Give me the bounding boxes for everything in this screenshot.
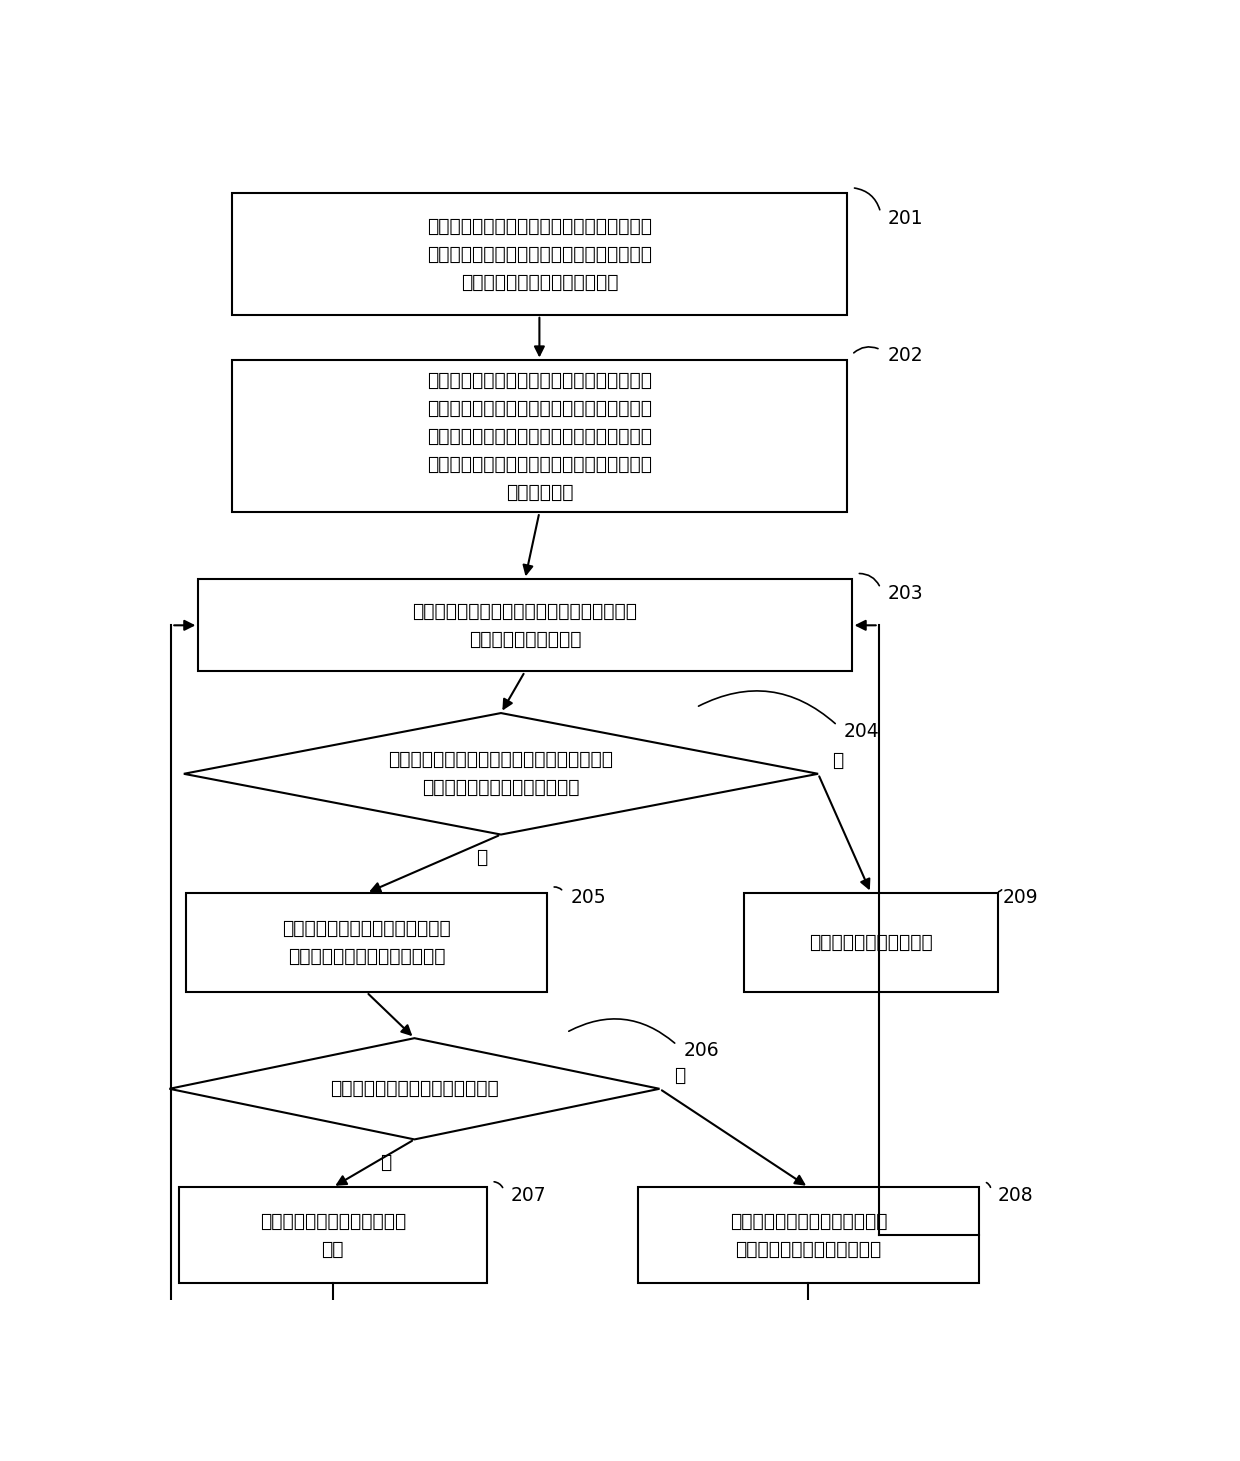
FancyBboxPatch shape xyxy=(186,893,547,992)
Text: 获取预设开度与预设开度调整量的
和值，将该和值作为更新后开度: 获取预设开度与预设开度调整量的 和值，将该和值作为更新后开度 xyxy=(281,919,451,966)
Text: 控制节流元件以预设开度进行
节流: 控制节流元件以预设开度进行 节流 xyxy=(259,1211,405,1258)
Text: 207: 207 xyxy=(511,1186,546,1205)
Text: 201: 201 xyxy=(888,209,923,228)
Text: 在第一预设时长后，获取回水温度或出水温度
与冷媒液管温度的差值: 在第一预设时长后，获取回水温度或出水温度 与冷媒液管温度的差值 xyxy=(413,602,637,649)
Text: 209: 209 xyxy=(1003,888,1038,907)
Text: 当回水温度或出水温度与冷媒液管温度的差值
大于或等于第一预设阈值，且节流元件的关闭
时长大于或等于第二预设阈值时，控制地暖用
水模块的水泵开启，同时控制节流元件: 当回水温度或出水温度与冷媒液管温度的差值 大于或等于第一预设阈值，且节流元件的关… xyxy=(427,371,652,501)
Text: 是: 是 xyxy=(476,847,487,866)
Text: 获取地暖用水模块的回水温度或出水温度与地
暖用水模块的冷媒液管温度的差值，以及地暖
用水模块的节流元件的关闭时长: 获取地暖用水模块的回水温度或出水温度与地 暖用水模块的冷媒液管温度的差值，以及地… xyxy=(427,216,652,292)
FancyBboxPatch shape xyxy=(232,193,847,314)
Text: 205: 205 xyxy=(570,888,606,907)
Text: 控制节流元件和水泵关闭: 控制节流元件和水泵关闭 xyxy=(808,934,932,953)
Text: 判断回水温度或出水温度与冷媒液管温度的差
值是否大于或等于第一预设阈值: 判断回水温度或出水温度与冷媒液管温度的差 值是否大于或等于第一预设阈值 xyxy=(388,751,614,798)
Text: 203: 203 xyxy=(888,584,923,603)
Text: 202: 202 xyxy=(888,346,923,365)
FancyBboxPatch shape xyxy=(179,1188,486,1283)
Text: 控制节流元件以更新后开度进行
节流，预设开度为更新后开度: 控制节流元件以更新后开度进行 节流，预设开度为更新后开度 xyxy=(729,1211,888,1258)
FancyBboxPatch shape xyxy=(198,579,852,672)
Text: 208: 208 xyxy=(998,1186,1033,1205)
Polygon shape xyxy=(184,713,818,834)
Text: 是: 是 xyxy=(379,1153,392,1172)
FancyBboxPatch shape xyxy=(232,361,847,513)
Text: 204: 204 xyxy=(844,722,880,741)
Text: 否: 否 xyxy=(675,1065,686,1086)
Polygon shape xyxy=(170,1039,660,1140)
FancyBboxPatch shape xyxy=(744,893,998,992)
Text: 206: 206 xyxy=(683,1042,719,1061)
Text: 否: 否 xyxy=(832,751,843,770)
Text: 判断更新后开度是否大于开度阈值: 判断更新后开度是否大于开度阈值 xyxy=(330,1080,498,1099)
FancyBboxPatch shape xyxy=(637,1188,980,1283)
